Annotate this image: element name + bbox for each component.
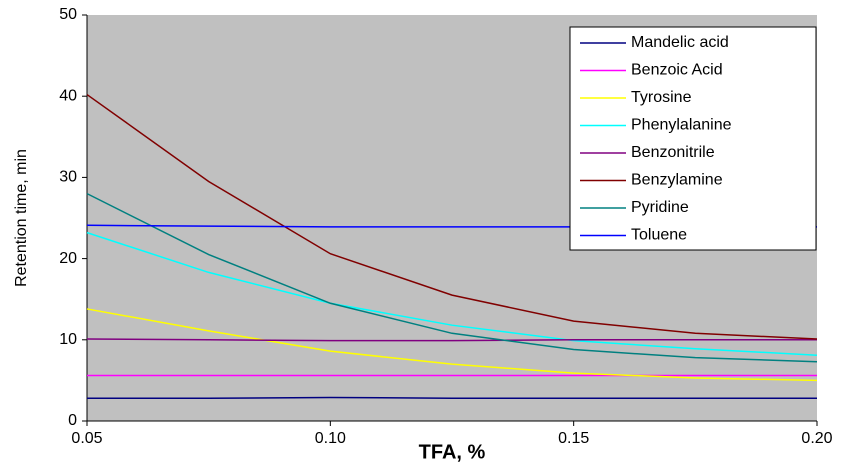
series-line xyxy=(86,308,818,382)
series-line xyxy=(87,396,817,400)
legend-label: Pyridine xyxy=(631,199,689,216)
legend-box xyxy=(569,26,817,251)
x-tick-label: 0.05 xyxy=(71,430,102,447)
legend-label: Benzoic Acid xyxy=(631,62,723,79)
y-axis-title: Retention time, min xyxy=(13,149,30,287)
x-tick-label: 0.10 xyxy=(315,430,346,447)
x-tick-label: 0.20 xyxy=(801,430,832,447)
y-tick-label: 30 xyxy=(59,169,77,186)
legend-label: Tyrosine xyxy=(631,89,692,106)
legend-label: Toluene xyxy=(631,227,687,244)
series-line xyxy=(86,93,818,340)
legend-label: Benzonitrile xyxy=(631,144,715,161)
legend-label: Mandelic acid xyxy=(631,34,729,51)
y-tick-label: 10 xyxy=(59,331,77,348)
series-line xyxy=(86,338,817,342)
series-line xyxy=(86,192,818,363)
series-line xyxy=(86,231,818,356)
y-tick-label: 50 xyxy=(59,6,77,23)
y-tick-label: 40 xyxy=(59,87,77,104)
legend-label: Benzylamine xyxy=(631,172,723,189)
x-axis-title: TFA, % xyxy=(419,441,486,463)
legend-label: Phenylalanine xyxy=(631,117,732,134)
y-tick-label: 0 xyxy=(68,412,77,429)
x-tick-label: 0.15 xyxy=(558,430,589,447)
y-tick-label: 20 xyxy=(59,250,77,267)
